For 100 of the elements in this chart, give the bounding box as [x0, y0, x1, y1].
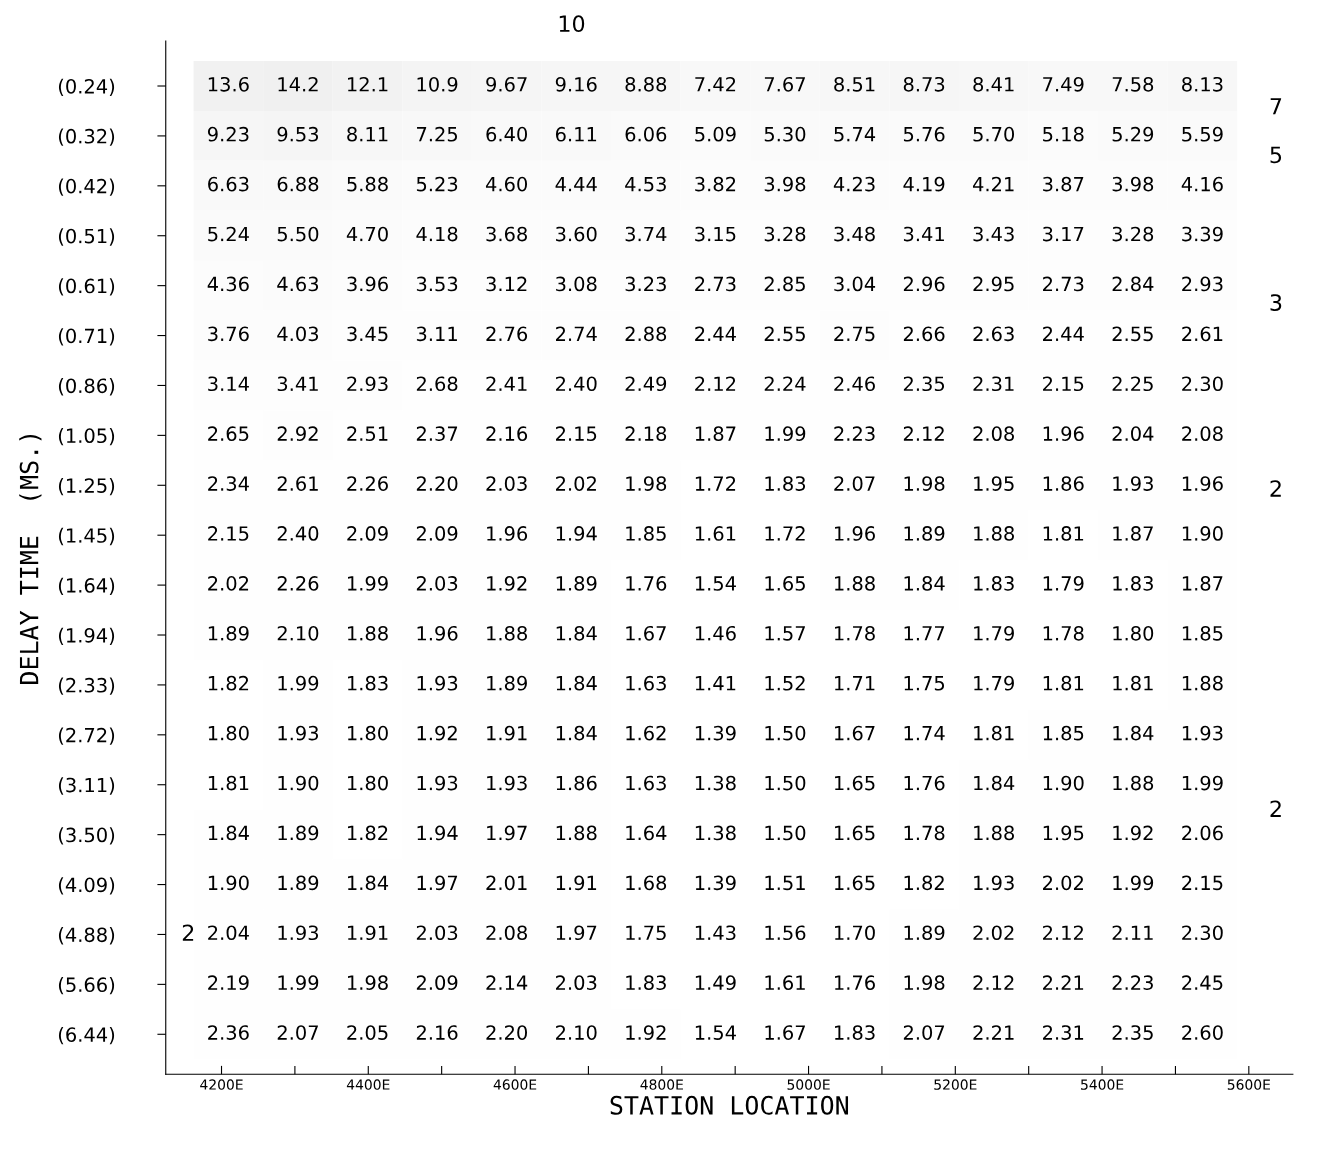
data-label: 1.89 [487, 675, 527, 691]
data-label: 1.46 [695, 625, 736, 641]
y-tick-label: (5.66) [58, 977, 115, 995]
data-label: 1.39 [695, 725, 736, 741]
data-label: 1.82 [904, 875, 944, 891]
data-label: 4.18 [416, 226, 458, 242]
data-label: 1.85 [1043, 725, 1084, 741]
data-label: 8.13 [1182, 76, 1223, 92]
data-label: 2.04 [208, 925, 249, 941]
data-label: 1.52 [765, 675, 805, 691]
data-label: 3.68 [486, 226, 527, 242]
data-label: 2.02 [973, 925, 1014, 941]
data-label: 8.41 [973, 76, 1014, 92]
data-label: 1.54 [695, 1025, 736, 1040]
data-label: 1.86 [1043, 476, 1084, 491]
data-label: 1.93 [1113, 476, 1153, 491]
data-label: 1.51 [765, 875, 805, 891]
data-label: 1.89 [278, 825, 319, 841]
data-label: 2.36 [208, 1025, 249, 1040]
data-label: 1.87 [1113, 526, 1153, 541]
data-label: 2.21 [973, 1025, 1014, 1040]
data-label: 1.97 [556, 925, 597, 941]
data-label: 1.84 [904, 576, 945, 591]
data-label: 1.81 [1113, 675, 1153, 691]
data-label: 3.74 [625, 226, 667, 242]
data-label: 1.68 [626, 875, 667, 891]
data-label: 1.88 [556, 825, 597, 841]
data-label: 1.84 [208, 825, 249, 841]
data-label: 3.60 [556, 226, 597, 242]
data-label: 9.23 [207, 126, 249, 142]
data-label: 4.03 [277, 326, 319, 342]
text: 2 [1270, 800, 1281, 817]
data-label: 1.81 [208, 775, 249, 791]
data-label: 1.83 [765, 476, 806, 491]
data-label: 3.08 [556, 276, 597, 292]
data-label: 1.39 [695, 875, 736, 891]
data-label: 2.12 [973, 975, 1014, 990]
data-label: 1.94 [556, 526, 597, 541]
data-label: 2.26 [277, 576, 319, 591]
data-label: 2.65 [208, 426, 249, 442]
data-label: 2.08 [1182, 426, 1223, 442]
data-label: 6.88 [277, 176, 319, 192]
data-label: 2.73 [695, 276, 736, 292]
data-label: 2.55 [764, 326, 805, 342]
data-label: 2.12 [1043, 925, 1083, 940]
data-label: 1.49 [695, 975, 736, 991]
data-label: 3.41 [277, 376, 318, 392]
data-label: 1.89 [208, 625, 249, 641]
data-label: 5.70 [973, 126, 1015, 142]
text: 2 [1270, 480, 1281, 497]
data-label: 2.03 [486, 476, 527, 491]
data-label: 1.88 [835, 576, 875, 591]
y-tick-label: (0.42) [58, 178, 115, 196]
data-label: 1.50 [765, 775, 806, 791]
y-tick-label: (0.32) [58, 128, 115, 146]
data-label: 2.16 [486, 426, 528, 442]
data-label: 2.35 [1112, 1025, 1153, 1040]
data-label: 1.98 [904, 476, 945, 491]
data-label: 8.88 [625, 76, 667, 92]
data-label: 1.88 [487, 625, 527, 641]
y-tick-label: (1.45) [58, 527, 115, 546]
data-label: 4.70 [346, 226, 388, 242]
y-tick-label: (2.33) [58, 677, 115, 695]
data-label: 2.03 [556, 975, 597, 991]
data-label: 2.45 [1182, 975, 1223, 991]
data-label: 2.61 [277, 476, 318, 491]
data-label: 2.46 [834, 376, 875, 392]
data-label: 2.07 [834, 476, 875, 491]
y-tick-label: (0.51) [58, 228, 115, 246]
data-label: 1.38 [695, 775, 736, 791]
data-label: 1.92 [487, 576, 527, 591]
data-label: 8.73 [903, 76, 945, 92]
data-label: 1.67 [835, 725, 875, 741]
data-label: 1.83 [1113, 576, 1153, 591]
data-label: 1.91 [556, 875, 597, 891]
y-tick-label: (2.72) [58, 727, 115, 745]
data-label: 5.74 [834, 127, 876, 142]
data-label: 2.07 [903, 1025, 945, 1040]
data-label: 2.95 [973, 276, 1014, 292]
data-label: 1.79 [974, 675, 1014, 691]
data-label: 1.78 [904, 825, 945, 841]
data-label: 1.89 [904, 526, 945, 541]
data-label: 1.92 [1113, 825, 1153, 841]
data-label: 4.60 [485, 176, 528, 192]
data-label: 1.65 [765, 576, 805, 591]
data-label: 1.72 [765, 526, 805, 541]
data-label: 1.78 [835, 625, 875, 641]
data-label: 2.08 [486, 925, 527, 941]
data-label: 1.82 [208, 675, 249, 691]
data-label: 14.2 [278, 76, 318, 92]
data-label: 1.76 [626, 576, 667, 591]
data-label: 1.99 [278, 675, 319, 691]
data-label: 4.21 [972, 176, 1014, 192]
data-label: 6.11 [555, 126, 597, 142]
data-label: 1.83 [974, 576, 1014, 591]
data-label: 2.93 [1182, 276, 1223, 292]
data-label: 3.17 [1043, 226, 1084, 242]
data-label: 1.88 [974, 526, 1014, 541]
data-label: 3.14 [208, 376, 249, 392]
data-label: 2.93 [347, 376, 388, 392]
